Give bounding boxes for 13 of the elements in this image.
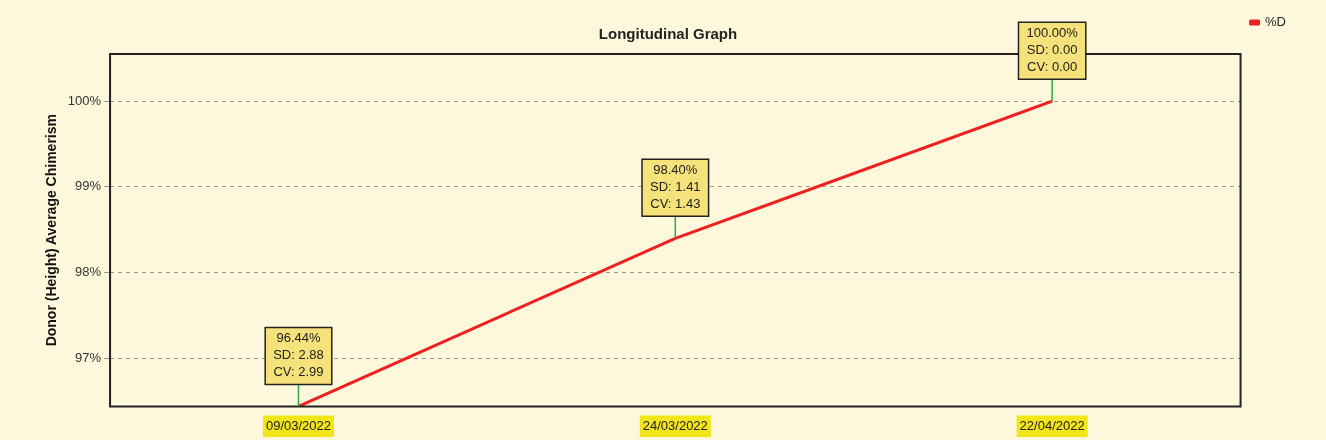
annotation: 96.44% SD: 2.88 CV: 2.99 xyxy=(273,330,324,380)
y-tick-label: 100% xyxy=(67,92,102,108)
y-tick-label: 99% xyxy=(75,178,102,194)
y-tick-label: 98% xyxy=(75,264,102,280)
x-tick-label: 22/04/2022 xyxy=(1019,417,1085,433)
x-tick-label: 09/03/2022 xyxy=(265,417,332,433)
y-axis-title: Donor (Height) Average Chimerism xyxy=(43,114,60,347)
x-tick-label: 24/03/2022 xyxy=(642,417,708,433)
y-tick-label: 97% xyxy=(75,349,102,365)
annotation: 100.00% SD: 0.00 CV: 0.00 xyxy=(1026,25,1079,75)
chart-title: Longitudinal Graph xyxy=(598,25,738,43)
legend-label: %D xyxy=(1265,14,1287,30)
annotation: 98.40% SD: 1.41 CV: 1.43 xyxy=(650,162,701,212)
